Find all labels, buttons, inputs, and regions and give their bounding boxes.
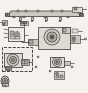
Bar <box>59 16 61 20</box>
Bar <box>2 47 32 71</box>
Bar <box>63 28 66 32</box>
Ellipse shape <box>37 56 39 58</box>
Bar <box>37 10 39 12</box>
Bar <box>79 13 83 16</box>
Ellipse shape <box>35 66 37 68</box>
Ellipse shape <box>56 61 58 63</box>
Bar <box>10 31 13 35</box>
Bar <box>72 29 78 33</box>
Ellipse shape <box>44 29 60 45</box>
Bar <box>64 61 70 65</box>
Bar <box>29 40 33 44</box>
Polygon shape <box>8 11 80 16</box>
Ellipse shape <box>73 38 75 40</box>
Bar <box>17 10 19 12</box>
Bar <box>20 21 28 25</box>
Ellipse shape <box>44 16 46 18</box>
Ellipse shape <box>31 20 33 22</box>
Ellipse shape <box>50 35 54 39</box>
Ellipse shape <box>45 20 47 22</box>
Ellipse shape <box>56 73 59 74</box>
Ellipse shape <box>84 38 87 40</box>
Bar <box>10 36 15 39</box>
Ellipse shape <box>19 20 21 22</box>
Bar <box>22 60 24 64</box>
Bar <box>19 16 21 20</box>
Ellipse shape <box>13 16 15 18</box>
Ellipse shape <box>2 78 7 84</box>
Ellipse shape <box>49 70 51 72</box>
Bar <box>28 39 38 45</box>
Bar <box>45 16 47 20</box>
Bar <box>5 13 9 16</box>
Ellipse shape <box>53 57 62 66</box>
Bar <box>21 22 23 24</box>
Ellipse shape <box>16 33 18 35</box>
Bar <box>4 53 22 67</box>
Bar <box>31 16 33 20</box>
Bar <box>54 71 64 79</box>
Ellipse shape <box>7 54 19 66</box>
Bar <box>56 75 59 77</box>
Bar <box>5 66 11 70</box>
Bar <box>61 10 63 12</box>
Bar <box>59 75 62 77</box>
Bar <box>21 59 29 65</box>
Bar <box>50 57 64 67</box>
Ellipse shape <box>51 36 53 38</box>
Ellipse shape <box>80 13 83 15</box>
Bar <box>2 83 8 86</box>
Ellipse shape <box>15 32 20 36</box>
Ellipse shape <box>1 76 9 86</box>
Bar <box>2 23 4 24</box>
Ellipse shape <box>59 20 61 22</box>
Bar <box>25 10 27 12</box>
Bar <box>71 36 75 41</box>
Ellipse shape <box>12 58 15 61</box>
Bar <box>25 60 27 64</box>
Ellipse shape <box>4 85 7 87</box>
Ellipse shape <box>67 16 69 18</box>
Bar <box>15 36 20 39</box>
Ellipse shape <box>10 57 17 64</box>
Ellipse shape <box>71 66 73 68</box>
Bar <box>2 20 7 25</box>
Bar <box>74 7 77 10</box>
Ellipse shape <box>47 32 57 42</box>
Ellipse shape <box>4 80 6 82</box>
Bar <box>8 27 24 41</box>
Bar <box>72 7 82 12</box>
Bar <box>70 35 80 43</box>
Ellipse shape <box>54 60 59 65</box>
Bar <box>24 22 26 24</box>
Ellipse shape <box>5 13 8 15</box>
Bar <box>62 27 70 33</box>
Bar <box>38 27 70 49</box>
Ellipse shape <box>23 16 25 18</box>
Ellipse shape <box>6 67 10 70</box>
Bar <box>51 10 53 12</box>
